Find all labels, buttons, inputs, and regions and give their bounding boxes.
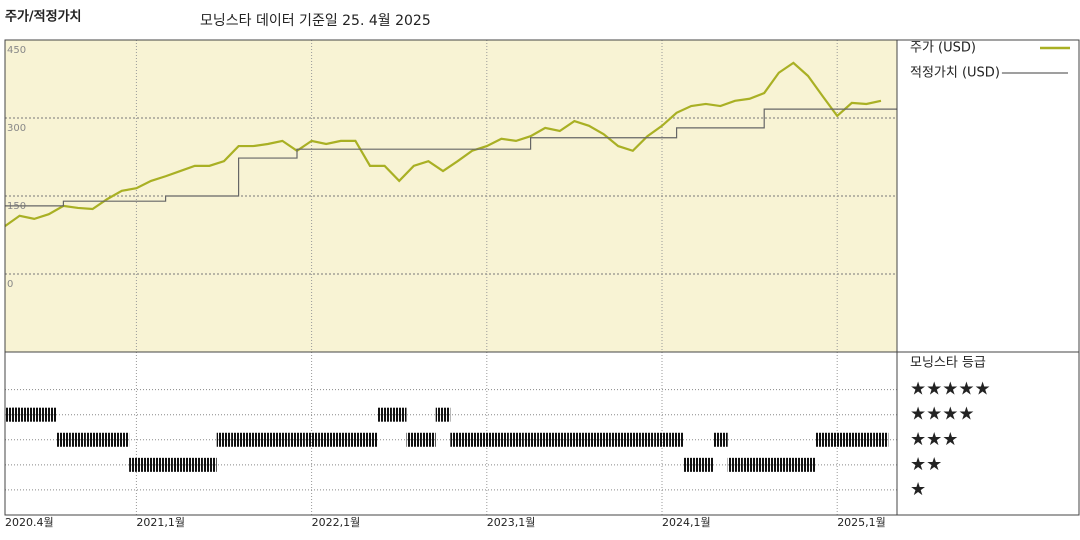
rating-bar	[581, 432, 597, 447]
rating-bar	[362, 432, 378, 447]
rating-bar	[567, 432, 582, 447]
rating-bar	[99, 432, 115, 447]
rating-bar	[654, 432, 670, 447]
rating-bar	[479, 432, 495, 447]
rating-bar	[756, 457, 772, 472]
rating-bar	[85, 432, 100, 447]
rating-label: ★★★★	[910, 404, 975, 425]
rating-bar	[537, 432, 553, 447]
y-tick-label: 0	[7, 279, 13, 290]
rating-bar	[640, 432, 655, 447]
y-tick-label: 300	[7, 123, 26, 134]
rating-bar	[494, 432, 509, 447]
rating-bar	[260, 432, 276, 447]
rating-bar	[698, 457, 714, 472]
rating-bar	[377, 407, 392, 422]
rating-label: ★★★	[910, 429, 958, 450]
chart-title: 주가/적정가치	[5, 9, 82, 25]
rating-bar	[450, 432, 465, 447]
rating-bar	[596, 432, 611, 447]
chart-subtitle: 모닝스타 데이터 기준일 25. 4월 2025	[200, 13, 431, 29]
rating-bar	[523, 432, 538, 447]
rating-bar	[873, 432, 889, 447]
rating-bar	[669, 432, 684, 447]
series-line	[5, 108, 897, 207]
rating-bar	[625, 432, 641, 447]
legend-label: 주가 (USD)	[910, 41, 976, 56]
rating-bar	[508, 432, 524, 447]
rating-bar	[129, 457, 144, 472]
rating-bar	[143, 457, 159, 472]
rating-bar	[464, 432, 480, 447]
rating-bar	[333, 432, 349, 447]
rating-bar	[742, 457, 757, 472]
rating-bar	[815, 432, 830, 447]
rating-bar	[406, 432, 422, 447]
rating-bar	[26, 407, 42, 422]
rating-bar	[216, 432, 232, 447]
rating-label: ★	[910, 479, 926, 500]
rating-bar	[202, 457, 217, 472]
rating-bar	[348, 432, 363, 447]
rating-bar	[859, 432, 874, 447]
rating-bar	[727, 457, 743, 472]
rating-bar	[245, 432, 261, 447]
y-tick-label: 450	[7, 45, 26, 56]
rating-bar	[41, 407, 57, 422]
x-tick-label: 2021,1월	[136, 516, 185, 529]
rating-bar	[683, 457, 699, 472]
rating-bar	[158, 457, 173, 472]
rating-bar	[435, 407, 451, 422]
rating-bar	[771, 457, 787, 472]
legend-label: 적정가치 (USD)	[910, 66, 1000, 81]
rating-bar	[114, 432, 130, 447]
rating-bar	[318, 432, 334, 447]
rating-bar	[289, 432, 305, 447]
rating-bar	[187, 457, 203, 472]
rating-bar	[231, 432, 246, 447]
x-tick-label: 2024,1월	[662, 516, 711, 529]
rating-label: ★★★★★	[910, 379, 991, 400]
rating-bar	[56, 432, 71, 447]
x-tick-label: 2022,1월	[312, 516, 361, 529]
rating-bar	[552, 432, 568, 447]
rating-label: ★★	[910, 454, 942, 475]
y-tick-label: 150	[7, 201, 26, 212]
x-tick-label: 2020.4월	[5, 516, 54, 529]
frame	[4, 39, 1080, 516]
rating-bar	[421, 432, 436, 447]
rating-bar	[304, 432, 319, 447]
series-line	[4, 61, 882, 228]
rating-title: 모닝스타 등급	[910, 356, 986, 371]
rating-bar	[800, 457, 816, 472]
rating-bar	[829, 432, 845, 447]
rating-bar	[12, 407, 27, 422]
rating-bar	[713, 432, 728, 447]
x-tick-label: 2023,1월	[487, 516, 536, 529]
x-tick-label: 2025,1월	[837, 516, 886, 529]
rating-bar	[391, 407, 407, 422]
rating-bar	[275, 432, 290, 447]
rating-bar	[70, 432, 86, 447]
rating-bar	[172, 457, 188, 472]
rating-bar	[844, 432, 860, 447]
rating-bar	[610, 432, 626, 447]
rating-bar	[786, 457, 801, 472]
